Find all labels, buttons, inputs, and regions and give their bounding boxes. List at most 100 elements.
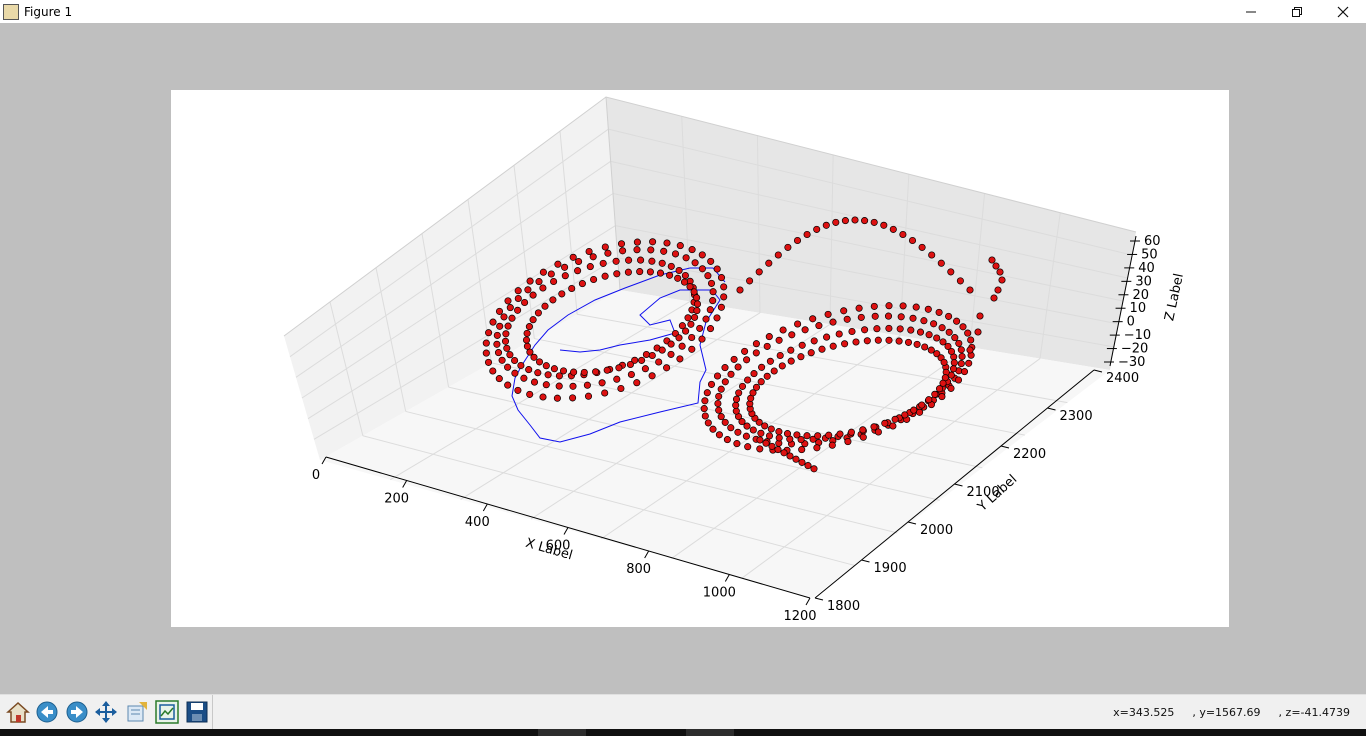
scatter-point (763, 342, 771, 350)
scatter-point (841, 217, 849, 225)
grid-line (307, 225, 616, 420)
scatter-point (732, 407, 740, 415)
maximize-button[interactable] (1274, 0, 1320, 23)
scatter-point (891, 415, 899, 423)
scatter-point (617, 240, 626, 248)
scatter-point (899, 302, 907, 310)
scatter-point (741, 347, 749, 355)
scatter-point (859, 426, 867, 434)
scatter-point (813, 225, 821, 233)
grid-line (390, 300, 691, 481)
scatter-point (539, 268, 547, 276)
scatter-point (925, 396, 933, 404)
grid-line (362, 435, 855, 566)
scatter-point (558, 290, 566, 298)
scatter-point (810, 337, 818, 345)
pan-button[interactable] (93, 699, 119, 725)
y-tick-label: 2400 (1106, 371, 1139, 386)
scatter-point (749, 426, 757, 434)
scatter-point (734, 363, 742, 371)
minimize-button[interactable] (1228, 0, 1274, 23)
y-tick-mark (1093, 369, 1103, 373)
figure-canvas[interactable]: 0 200 400 600 800 1000 1200 1800 1900 2000 2100 22… (171, 90, 1229, 627)
scatter-point (690, 288, 698, 296)
subplots-icon (127, 702, 147, 722)
scatter-point (592, 368, 600, 376)
scatter-point (676, 355, 684, 363)
scatter-point (503, 344, 511, 352)
scatter-point (707, 279, 716, 287)
scatter-point (775, 336, 783, 344)
taskbar-item[interactable] (538, 729, 586, 736)
scatter-point (517, 361, 525, 370)
scatter-point (493, 331, 501, 339)
scatter-point (918, 243, 926, 251)
scatter-point (885, 336, 893, 344)
scatter-point (752, 349, 760, 357)
grid-line (405, 410, 898, 534)
scatter-point (815, 322, 823, 330)
scatter-point (721, 418, 729, 426)
scatter-point (586, 263, 594, 271)
scatter-point (874, 336, 882, 344)
coord-x: x=343.525 (1113, 706, 1175, 719)
scatter-point (918, 401, 926, 409)
scatter-point (631, 356, 639, 364)
scatter-point (542, 381, 550, 389)
scatter-point (553, 394, 561, 402)
home-button[interactable] (5, 699, 31, 725)
save-button[interactable] (184, 699, 210, 725)
scatter-point (840, 307, 848, 315)
taskbar-item[interactable] (686, 729, 734, 736)
scatter-point (667, 350, 675, 358)
scatter-point (950, 359, 958, 367)
scatter-point (698, 251, 706, 259)
scatter-point (721, 364, 729, 372)
scatter-point (599, 259, 607, 267)
zoom-button[interactable] (154, 699, 180, 725)
scatter-point (675, 334, 683, 342)
zoom-rect-icon (155, 700, 179, 724)
scatter-point (960, 368, 969, 376)
scatter-point (715, 431, 723, 439)
scatter-point (590, 275, 598, 284)
scatter-point (935, 308, 943, 316)
scatter-point (484, 358, 493, 366)
scatter-point (974, 328, 982, 336)
scatter-point (526, 390, 534, 398)
scatter-point (495, 307, 504, 315)
scatter-point (775, 434, 783, 442)
scatter-point (836, 430, 844, 438)
scatter-point (859, 433, 867, 441)
scatter-point (698, 265, 706, 273)
scatter-point (682, 327, 690, 335)
scatter-point (757, 429, 765, 437)
grid-line (448, 386, 940, 501)
scatter-point (783, 430, 792, 438)
x-tick-mark (321, 456, 327, 465)
scatter-point (829, 318, 837, 326)
configure-subplots-button[interactable] (124, 699, 150, 725)
z-tick-label: −20 (1121, 342, 1148, 357)
back-button[interactable] (34, 699, 60, 725)
scatter-point (734, 428, 742, 436)
scatter-point (945, 312, 953, 320)
y-tick-mark (814, 597, 824, 601)
scatter-point (549, 296, 557, 304)
scatter-point (835, 330, 843, 338)
scatter-point (550, 277, 558, 286)
scatter-point (939, 379, 947, 387)
x-tick-label: 0 (312, 468, 320, 483)
scatter-point (555, 382, 563, 390)
pan-icon (95, 701, 117, 723)
scatter-point (514, 306, 522, 314)
forward-button[interactable] (64, 699, 90, 725)
scatter-point (744, 376, 752, 384)
x-tick-mark (724, 574, 730, 582)
scatter-point (713, 314, 721, 322)
scatter-point (965, 359, 973, 367)
scatter-point (798, 458, 806, 466)
close-button[interactable] (1320, 0, 1366, 23)
scatter-point (765, 432, 774, 440)
cursor-coordinates: x=343.525 , y=1567.69 , z=-41.4739 (1113, 706, 1350, 719)
